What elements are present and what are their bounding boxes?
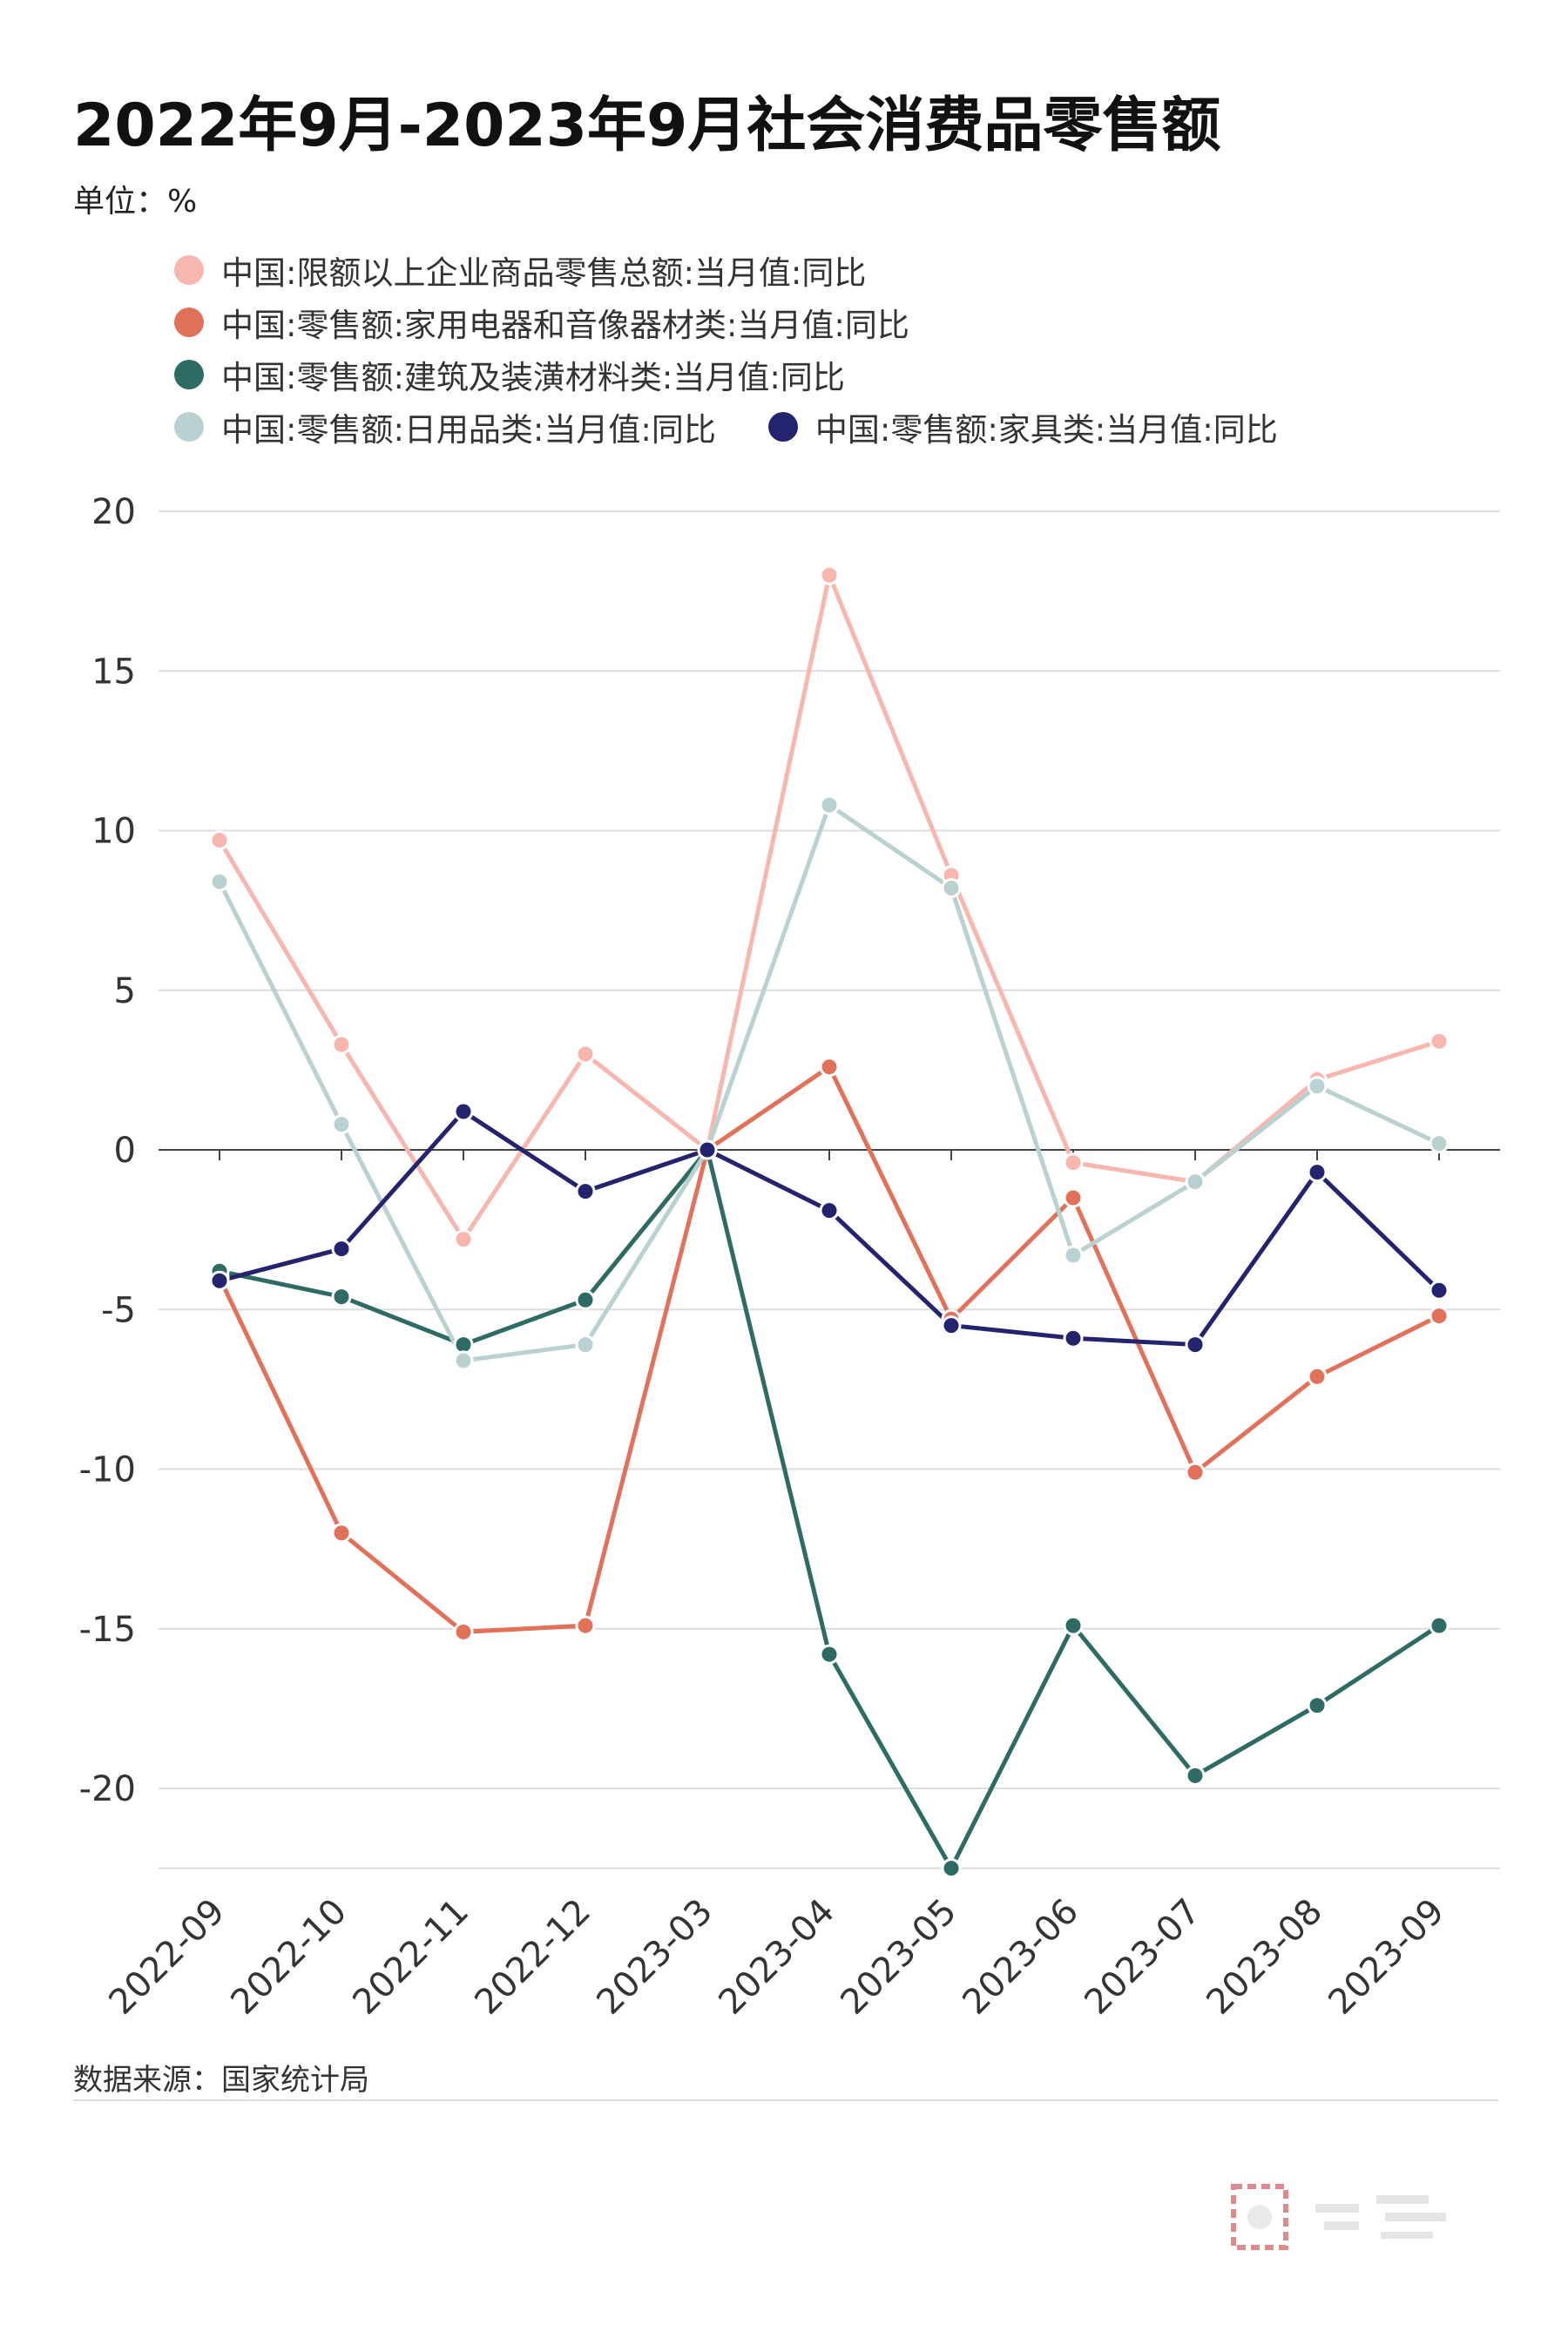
y-tick-label: 5 [114,971,136,1011]
x-tick-label: 2022-12 [467,1891,598,2023]
legend-label: 中国:零售额:家具类:当月值:同比 [814,411,1278,449]
data-point [331,1239,352,1260]
x-tick-label: 2023-06 [955,1891,1086,2023]
data-point [209,829,230,850]
y-tick-label: 15 [91,652,136,692]
y-tick-label: -5 [101,1290,136,1330]
data-point [1063,1615,1084,1636]
data-point [209,871,230,892]
x-tick-label: 2022-11 [345,1891,476,2023]
x-tick-label: 2022-09 [101,1891,233,2023]
series [209,564,1450,1879]
legend-label: 中国:零售额:建筑及装潢材料类:当月值:同比 [221,359,845,396]
data-point [209,1270,230,1291]
data-point [453,1101,474,1122]
legend-item: 中国:零售额:日用品类:当月值:同比 [174,403,716,450]
legend-item: 中国:零售额:家具类:当月值:同比 [767,403,1278,450]
legend: 中国:限额以上企业商品零售总额:当月值:同比 中国:零售额:家用电器和音像器材类… [174,244,1533,453]
grid [159,510,1500,1869]
data-point [1307,1076,1328,1097]
divider [73,2099,1498,2101]
data-point [1307,1162,1328,1183]
data-point [819,1057,840,1078]
legend-row: 中国:限额以上企业商品零售总额:当月值:同比 [174,244,1533,296]
data-point [1429,1280,1450,1301]
legend-item: 中国:零售额:建筑及装潢材料类:当月值:同比 [174,351,845,398]
legend-label: 中国:限额以上企业商品零售总额:当月值:同比 [221,254,867,292]
data-point [1307,1366,1328,1387]
x-tick-label: 2022-10 [223,1891,355,2023]
y-tick-label: -20 [79,1769,136,1809]
series-line-1 [217,572,1442,1242]
x-tick-label: 2023-07 [1077,1891,1208,2023]
data-point [331,1114,352,1135]
legend-swatch-icon [767,412,798,442]
source-label: 数据来源：国家统计局 [73,2063,369,2098]
legend-label: 中国:零售额:日用品类:当月值:同比 [221,411,716,449]
legend-swatch-icon [174,360,204,389]
data-point [941,877,962,898]
data-point [1429,1306,1450,1327]
data-point [1429,1031,1450,1051]
data-point [331,1287,352,1308]
series-line-4 [217,802,1442,1363]
x-tick-label: 2023-08 [1199,1891,1330,2023]
data-point [575,1044,596,1064]
data-point [1429,1615,1450,1636]
data-point [1185,1172,1206,1193]
legend-row: 中国:零售额:家用电器和音像器材类:当月值:同比 [174,296,1533,348]
data-point [941,1315,962,1336]
unit-label: 单位：% [73,184,198,220]
data-point [819,794,840,815]
legend-label: 中国:零售额:家用电器和音像器材类:当月值:同比 [221,307,909,344]
data-point [331,1523,352,1544]
data-point [575,1181,596,1202]
y-tick-label: 20 [91,492,136,532]
legend-item: 中国:限额以上企业商品零售总额:当月值:同比 [174,247,866,294]
data-point [453,1350,474,1371]
data-point [453,1621,474,1642]
data-point [1185,1765,1206,1786]
y-tick-label: 0 [114,1131,136,1171]
data-point [1185,1335,1206,1355]
data-point [819,564,840,585]
legend-item: 中国:零售额:家用电器和音像器材类:当月值:同比 [174,299,909,346]
legend-swatch-icon [174,412,204,442]
data-point [1185,1462,1206,1483]
legend-row: 中国:零售额:日用品类:当月值:同比 中国:零售额:家具类:当月值:同比 [174,401,1533,453]
x-tick-label: 2023-03 [589,1891,720,2023]
data-point [453,1229,474,1250]
legend-swatch-icon [174,308,204,337]
data-point [1063,1152,1084,1173]
data-point [1063,1245,1084,1266]
data-point [1063,1187,1084,1208]
data-point [819,1200,840,1221]
data-point [1063,1328,1084,1348]
data-point [575,1335,596,1355]
data-point [1307,1695,1328,1716]
watermark-logo-icon [1231,2184,1446,2250]
data-point [575,1615,596,1636]
data-point [1429,1133,1450,1154]
data-point [331,1034,352,1055]
y-tick-label: 10 [91,812,136,852]
x-tick-label: 2023-04 [711,1891,842,2023]
data-point [941,1858,962,1879]
x-axis-labels: 2022-092022-102022-112022-122023-032023-… [101,1891,1452,2023]
data-point [697,1139,718,1160]
y-tick-label: -10 [79,1450,136,1490]
legend-swatch-icon [174,255,204,285]
data-point [819,1644,840,1665]
y-axis: 20 15 10 5 0 -5 -10 -15 -20 [79,492,136,1809]
legend-row: 中国:零售额:建筑及装潢材料类:当月值:同比 [174,348,1533,401]
y-tick-label: -15 [79,1610,136,1650]
x-tick-label: 2023-09 [1321,1891,1452,2023]
chart-title: 2022年9月-2023年9月社会消费品零售额 [73,91,1221,160]
data-point [575,1289,596,1310]
x-tick-label: 2023-05 [833,1891,964,2023]
